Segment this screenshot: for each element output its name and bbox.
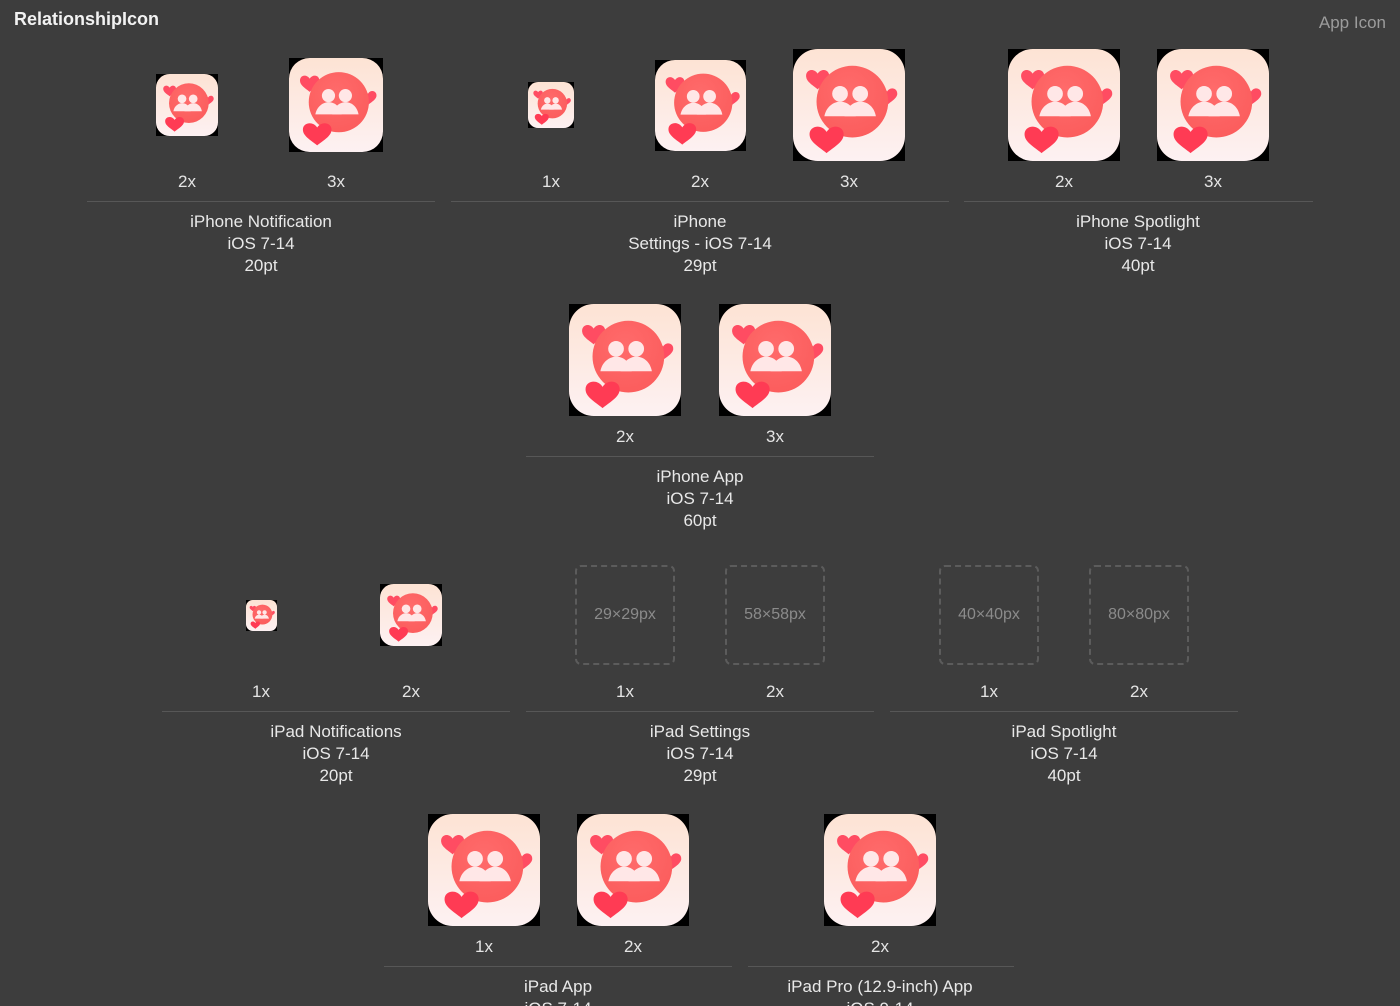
- relationship-app-icon[interactable]: [793, 49, 905, 161]
- scale-label: 2x: [402, 682, 420, 701]
- relationship-app-icon[interactable]: [428, 814, 540, 926]
- caption-line3: 29pt: [683, 766, 717, 785]
- caption-line1: iPad Settings: [649, 722, 751, 741]
- caption-line3: 29pt: [683, 256, 717, 275]
- caption-line1: iPad App: [523, 977, 593, 996]
- scale-label: 2x: [871, 937, 889, 956]
- caption-line3: 20pt: [319, 766, 353, 785]
- caption-line2: iOS 7-14: [1030, 744, 1098, 763]
- caption-line2: iOS 9-14: [700, 998, 1060, 1006]
- icon-set-title: RelationshipIcon: [14, 9, 160, 29]
- group-caption: iPad App iOS 7-14: [378, 976, 738, 1006]
- caption-line1: iPad Pro (12.9-inch) App: [787, 977, 973, 996]
- caption-line1: iPad Notifications: [270, 722, 402, 741]
- caption-line3: 40pt: [1121, 256, 1155, 275]
- group-caption: iPhone Spotlight iOS 7-14 40pt: [958, 211, 1318, 277]
- relationship-app-icon[interactable]: [380, 584, 442, 646]
- group-divider: [384, 966, 732, 967]
- group-caption: iPhone Notification iOS 7-14 20pt: [81, 211, 441, 277]
- relationship-app-icon[interactable]: [719, 304, 831, 416]
- scale-label: 1x: [475, 937, 493, 956]
- group-divider: [162, 711, 510, 712]
- caption-line2: iOS 7-14: [302, 744, 370, 763]
- caption-line3: 40pt: [1047, 766, 1081, 785]
- empty-icon-well[interactable]: 80×80px: [1089, 565, 1189, 665]
- scale-label: 3x: [766, 427, 784, 446]
- caption-line2: iOS 7-14: [666, 744, 734, 763]
- caption-line3: 60pt: [683, 511, 717, 530]
- caption-line2: iOS 7-14: [1104, 234, 1172, 253]
- caption-line1: iPhone App: [656, 467, 744, 486]
- relationship-app-icon[interactable]: [528, 82, 574, 128]
- scale-label: 1x: [616, 682, 634, 701]
- scale-label: 1x: [980, 682, 998, 701]
- group-divider: [748, 966, 1014, 967]
- group-divider: [526, 456, 874, 457]
- group-divider: [87, 201, 435, 202]
- caption-line2: iOS 7-14: [227, 234, 295, 253]
- relationship-app-icon[interactable]: [1157, 49, 1269, 161]
- relationship-app-icon[interactable]: [1008, 49, 1120, 161]
- empty-icon-well[interactable]: 40×40px: [939, 565, 1039, 665]
- relationship-app-icon[interactable]: [245, 599, 277, 631]
- scale-label: 2x: [616, 427, 634, 446]
- empty-icon-well[interactable]: 58×58px: [725, 565, 825, 665]
- group-divider: [964, 201, 1313, 202]
- scale-label: 3x: [327, 172, 345, 191]
- scale-label: 2x: [624, 937, 642, 956]
- scale-label: 3x: [840, 172, 858, 191]
- scale-label: 2x: [1130, 682, 1148, 701]
- caption-line1: iPad Spotlight: [1011, 722, 1117, 741]
- scale-label: 2x: [691, 172, 709, 191]
- scale-label: 2x: [766, 682, 784, 701]
- group-caption: iPad Notifications iOS 7-14 20pt: [156, 721, 516, 787]
- relationship-app-icon[interactable]: [654, 59, 746, 151]
- group-divider: [526, 711, 874, 712]
- relationship-app-icon[interactable]: [289, 58, 383, 152]
- caption-line1: iPhone Notification: [190, 212, 332, 231]
- icon-set-type-label: App Icon: [1318, 13, 1386, 32]
- relationship-app-icon[interactable]: [577, 814, 689, 926]
- relationship-app-icon[interactable]: [824, 814, 936, 926]
- group-caption: iPad Settings iOS 7-14 29pt: [520, 721, 880, 787]
- relationship-app-icon[interactable]: [156, 74, 218, 136]
- scale-label: 3x: [1204, 172, 1222, 191]
- caption-line1: iPhone: [673, 212, 727, 231]
- relationship-app-icon[interactable]: [569, 304, 681, 416]
- empty-icon-well[interactable]: 29×29px: [575, 565, 675, 665]
- group-caption: iPad Pro (12.9-inch) App iOS 9-14: [700, 976, 1060, 1006]
- group-divider: [890, 711, 1238, 712]
- scale-label: 1x: [542, 172, 560, 191]
- caption-line2: iOS 7-14: [378, 998, 738, 1006]
- scale-label: 1x: [252, 682, 270, 701]
- scale-label: 2x: [1055, 172, 1073, 191]
- caption-line2: Settings - iOS 7-14: [628, 234, 772, 253]
- group-caption: iPhone Settings - iOS 7-14 29pt: [520, 211, 880, 277]
- group-caption: iPhone App iOS 7-14 60pt: [520, 466, 880, 532]
- caption-line1: iPhone Spotlight: [1076, 212, 1200, 231]
- group-caption: iPad Spotlight iOS 7-14 40pt: [884, 721, 1244, 787]
- group-divider: [451, 201, 949, 202]
- caption-line2: iOS 7-14: [666, 489, 734, 508]
- caption-line3: 20pt: [244, 256, 278, 275]
- scale-label: 2x: [178, 172, 196, 191]
